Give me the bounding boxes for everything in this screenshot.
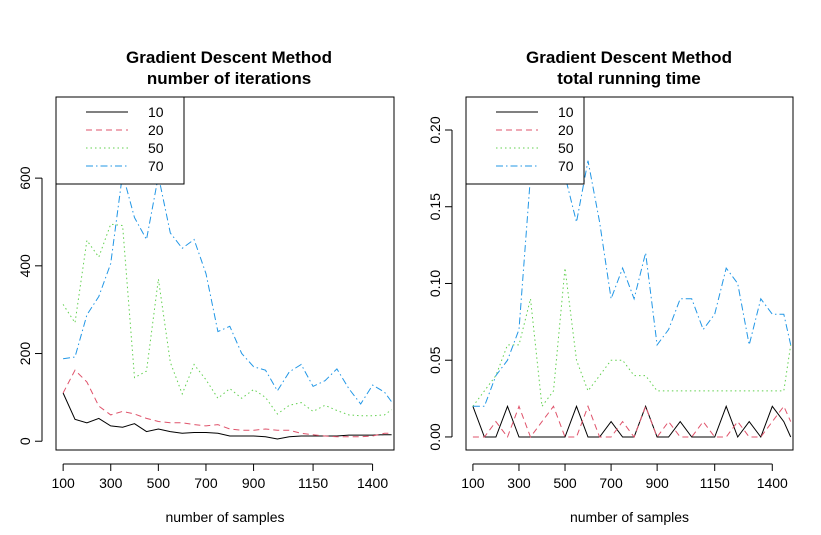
chart-title-line-2: number of iterations [147, 69, 311, 88]
x-tick-label-500: 500 [147, 475, 171, 491]
series-line-10 [472, 404, 792, 439]
x-tick-label-700: 700 [599, 475, 623, 491]
y-tick-label-3: 600 [17, 166, 33, 190]
x-tick-label-300: 300 [99, 475, 123, 491]
legend-label-20: 20 [558, 122, 574, 138]
x-tick-label-100: 100 [461, 475, 485, 491]
chart-title-line-2: total running time [557, 69, 701, 88]
x-tick-label-300: 300 [507, 475, 531, 491]
x-tick-label-1150: 1150 [700, 475, 730, 491]
y-tick-label-1: 200 [17, 342, 33, 366]
y-tick-label-4: 0.20 [427, 116, 443, 143]
y-tick-label-3: 0.15 [427, 193, 443, 220]
series-line-70 [472, 129, 792, 407]
x-tick-label-500: 500 [553, 475, 577, 491]
chart-panel-1: Gradient Descent Method number of iterati… [17, 48, 395, 525]
x-tick-label-900: 900 [242, 475, 266, 491]
x-tick-label-1150: 1150 [298, 475, 328, 491]
legend-label-50: 50 [558, 140, 574, 156]
series-line-50 [62, 223, 392, 417]
y-tick-label-0: 0.00 [427, 423, 443, 450]
y-tick-label-1: 0.05 [427, 346, 443, 373]
legend-label-70: 70 [148, 158, 164, 174]
series-line-20 [472, 404, 792, 439]
series-line-70 [63, 173, 393, 405]
x-axis-label: number of samples [570, 509, 689, 525]
chart-panel-2: Gradient Descent Method total running tim… [427, 48, 794, 525]
x-axis-label: number of samples [165, 509, 284, 525]
x-tick-label-100: 100 [51, 475, 75, 491]
x-tick-label-700: 700 [194, 475, 218, 491]
x-tick-label-1400: 1400 [357, 475, 388, 491]
chart-title-line-1: Gradient Descent Method [526, 48, 732, 67]
legend-label-20: 20 [148, 122, 164, 138]
legend-box [55, 96, 185, 185]
y-tick-label-2: 0.10 [427, 270, 443, 297]
chart-title-line-1: Gradient Descent Method [126, 48, 332, 67]
y-tick-label-0: 0 [17, 437, 33, 445]
plot-frame [55, 96, 395, 451]
legend-label-70: 70 [558, 158, 574, 174]
series-line-10 [62, 392, 392, 440]
x-tick-label-900: 900 [645, 475, 669, 491]
plot-frame [465, 96, 794, 451]
series-line-20 [62, 369, 392, 438]
x-tick-label-1400: 1400 [757, 475, 788, 491]
legend-label-10: 10 [558, 104, 574, 120]
series-line-50 [472, 268, 792, 408]
y-tick-label-2: 400 [17, 254, 33, 278]
legend-label-50: 50 [148, 140, 164, 156]
legend-label-10: 10 [148, 104, 164, 120]
